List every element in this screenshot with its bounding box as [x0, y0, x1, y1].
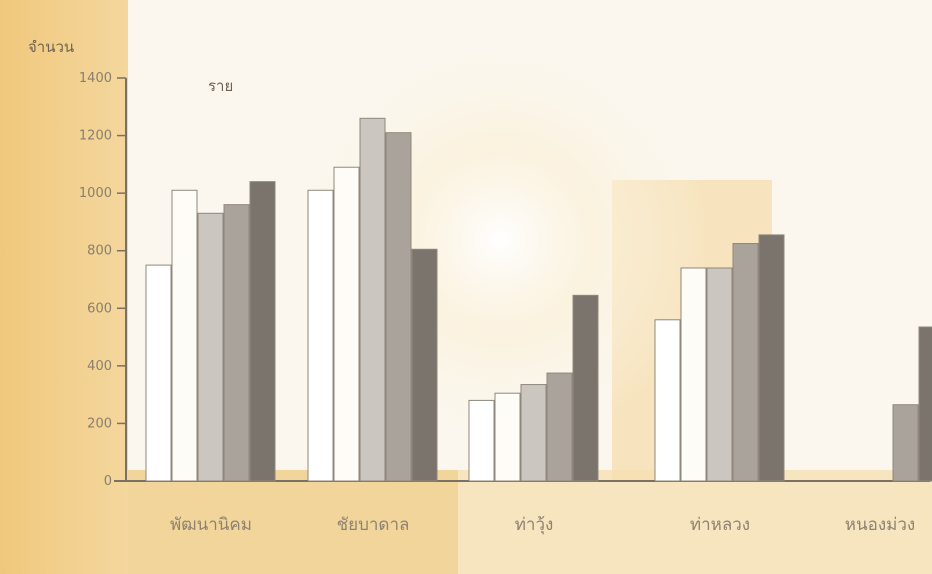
bar-4-3: [892, 404, 919, 482]
bar-1-1: [333, 166, 360, 482]
bar-0-2: [197, 212, 224, 482]
y-tick-label: 800: [87, 244, 112, 259]
category-label: พัฒนานิคม: [170, 515, 252, 535]
y-axis-title: จำนวน: [28, 38, 74, 56]
bar-1-4: [411, 248, 438, 482]
bar-2-3: [546, 372, 573, 482]
bar-3-4: [758, 234, 785, 482]
bar-2-2: [520, 384, 547, 482]
unit-label: ราย: [208, 77, 233, 95]
y-tick-label: 1200: [79, 129, 112, 144]
bar-2-4: [572, 294, 599, 482]
bar-3-2: [706, 267, 733, 482]
bar-3-1: [680, 267, 707, 482]
bar-2-0: [468, 399, 495, 482]
bar-3-0: [654, 319, 681, 482]
bar-0-1: [171, 189, 198, 482]
bar-0-0: [145, 264, 172, 482]
bar-1-2: [359, 117, 386, 482]
category-label: ท่าหลวง: [690, 515, 750, 535]
category-label: ท่าวุ้ง: [515, 515, 554, 535]
category-label: ชัยบาดาล: [337, 515, 410, 535]
y-tick-label: 200: [87, 416, 112, 431]
bar-3-3: [732, 243, 759, 482]
bar-1-3: [385, 132, 412, 482]
y-tick-label: 1000: [79, 186, 112, 201]
bar-0-3: [223, 204, 250, 482]
bar-2-1: [494, 392, 521, 482]
bar-0-4: [249, 181, 276, 482]
y-tick-label: 600: [87, 301, 112, 316]
bar-4-4: [918, 326, 932, 482]
y-tick-label: 1400: [79, 71, 112, 86]
category-label: หนองม่วง: [845, 515, 915, 535]
y-tick-label: 0: [104, 474, 112, 489]
bar-1-0: [307, 189, 334, 482]
y-tick-label: 400: [87, 359, 112, 374]
